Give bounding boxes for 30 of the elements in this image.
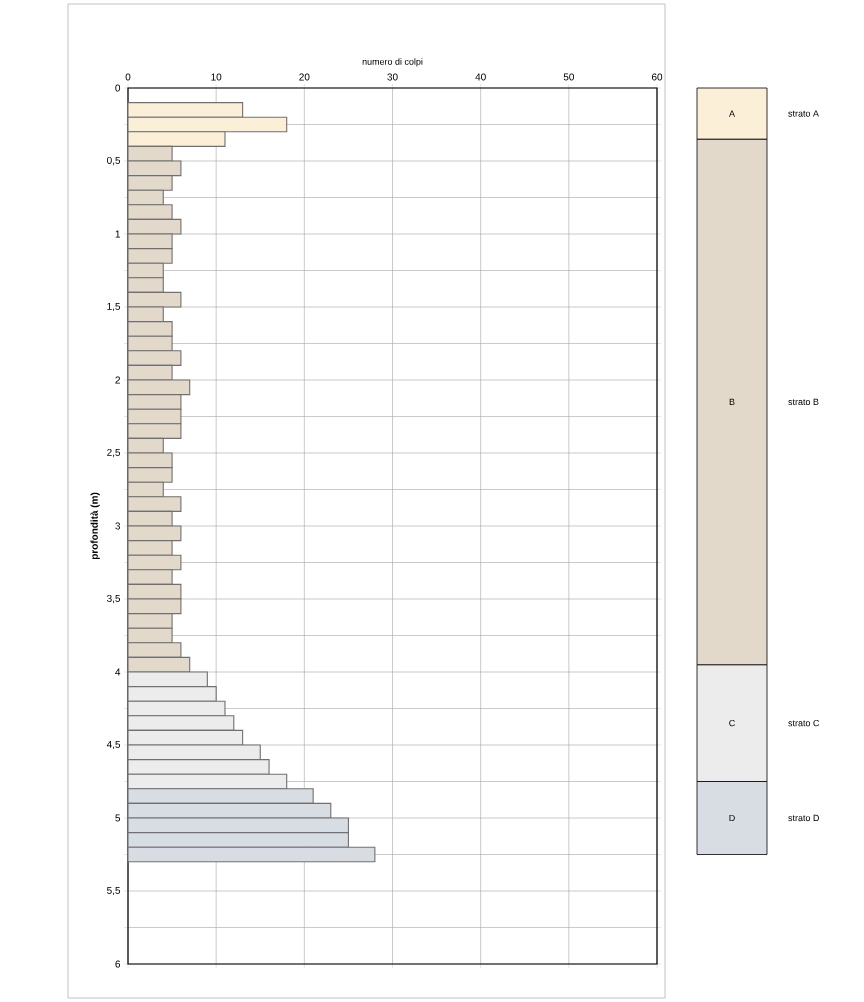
y-tick-label: 4,5 <box>106 740 121 750</box>
data-label: D <box>729 814 735 822</box>
y-tick-label: 2,5 <box>107 448 121 458</box>
y-tick-label: 3,5 <box>107 594 121 604</box>
x-tick-label: 20 <box>299 73 310 81</box>
x-tick-label: 30 <box>387 73 398 81</box>
y-tick-label: 5 <box>115 814 121 822</box>
y-tick-label: 6 <box>115 960 121 968</box>
x-tick-label: 60 <box>651 73 663 81</box>
y-tick-label: 1 <box>115 230 120 238</box>
y-tick-label: 5,5 <box>107 886 121 896</box>
x-tick-label: 40 <box>475 73 486 81</box>
y-tick-label: 0,5 <box>107 156 121 166</box>
x-axis-title: numero di colpi <box>362 58 423 67</box>
text: strato C <box>788 719 820 727</box>
y-axis-title: profondità (m) <box>90 492 100 560</box>
x-tick-label: 0 <box>125 73 131 81</box>
x-tick-label: 10 <box>211 73 222 81</box>
y-tick-label: 1,5 <box>107 302 121 312</box>
text: strato A <box>788 110 819 117</box>
text: strato D <box>788 814 819 822</box>
y-tick-label: 3 <box>115 522 121 530</box>
y-tick-label: 2 <box>115 376 120 384</box>
data-label: A <box>729 110 735 117</box>
x-tick-label: 50 <box>563 73 574 81</box>
text: strato B <box>788 398 819 406</box>
data-label: B <box>729 398 735 405</box>
data-label: C <box>729 719 735 727</box>
y-tick-label: 0 <box>115 84 121 92</box>
y-tick-label: 4 <box>115 668 121 676</box>
